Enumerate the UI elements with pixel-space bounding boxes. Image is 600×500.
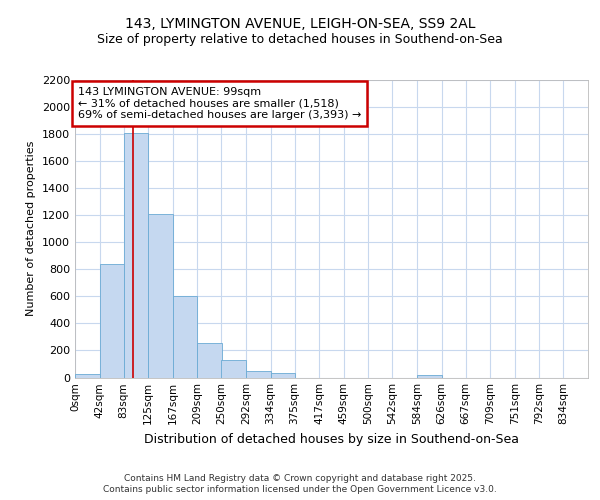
Bar [148,214,173,378]
Bar [221,360,246,378]
Text: Contains HM Land Registry data © Crown copyright and database right 2025.: Contains HM Land Registry data © Crown c… [124,474,476,483]
Bar [246,370,271,378]
Text: Size of property relative to detached houses in Southend-on-Sea: Size of property relative to detached ho… [97,32,503,46]
Text: 143, LYMINGTON AVENUE, LEIGH-ON-SEA, SS9 2AL: 143, LYMINGTON AVENUE, LEIGH-ON-SEA, SS9… [125,18,475,32]
Bar [75,374,100,378]
Bar [417,376,442,378]
Bar [173,296,197,378]
X-axis label: Distribution of detached houses by size in Southend-on-Sea: Distribution of detached houses by size … [144,433,519,446]
Bar [271,374,295,378]
Text: 143 LYMINGTON AVENUE: 99sqm
← 31% of detached houses are smaller (1,518)
69% of : 143 LYMINGTON AVENUE: 99sqm ← 31% of det… [78,87,361,120]
Bar [124,132,148,378]
Text: Contains public sector information licensed under the Open Government Licence v3: Contains public sector information licen… [103,485,497,494]
Bar [197,343,222,378]
Bar [100,264,124,378]
Y-axis label: Number of detached properties: Number of detached properties [26,141,37,316]
